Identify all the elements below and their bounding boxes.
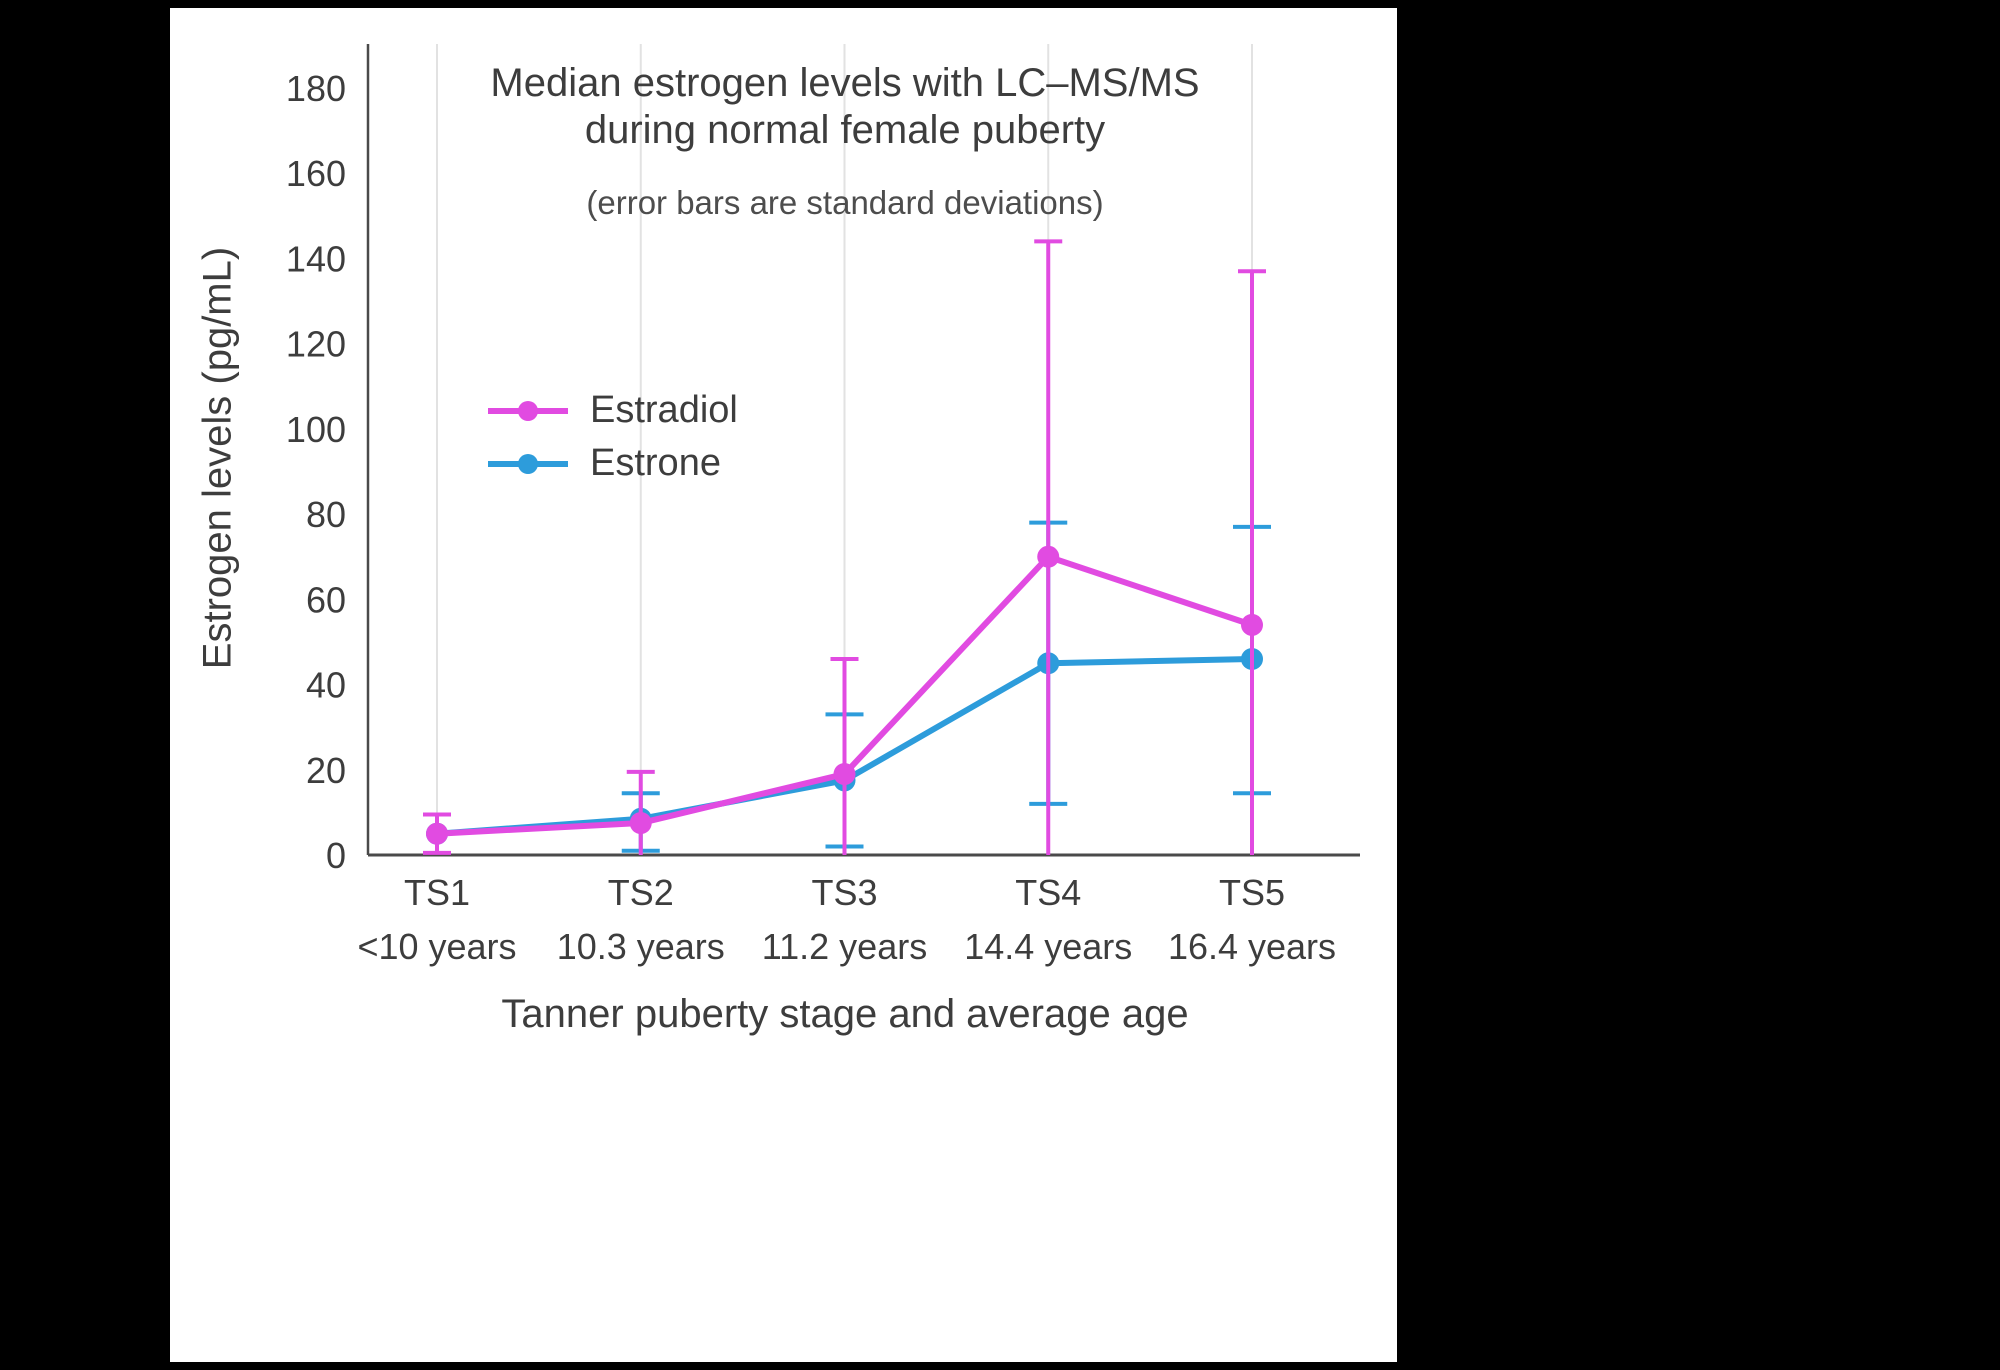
y-tick-label: 100 xyxy=(286,409,346,450)
x-tick-label: TS5 xyxy=(1219,872,1285,913)
y-tick-label: 140 xyxy=(286,238,346,279)
x-axis-label: Tanner puberty stage and average age xyxy=(501,992,1189,1036)
x-age-label: 11.2 years xyxy=(762,926,927,967)
chart-title: Median estrogen levels with LC–MS/MS dur… xyxy=(490,60,1199,154)
x-age-label: 10.3 years xyxy=(557,926,725,967)
estradiol-point-TS3 xyxy=(833,763,856,786)
y-tick-label: 0 xyxy=(326,835,346,876)
chart-canvas: 0 20 40 60 80 100 120 140 160 180 TS1 TS2 TS3 TS4 TS5 <… xyxy=(170,8,1397,1362)
legend-label-estradiol: Estradiol xyxy=(590,389,738,431)
y-tick-label: 160 xyxy=(286,153,346,194)
estradiol-point-TS5 xyxy=(1241,613,1263,636)
y-tick-label: 20 xyxy=(306,750,346,791)
estradiol-point-TS1 xyxy=(426,822,448,845)
x-tick-label: TS2 xyxy=(608,872,674,913)
x-tick-label: TS4 xyxy=(1015,872,1081,913)
x-age-label: 16.4 years xyxy=(1168,926,1336,967)
legend-item-estrone: Estrone xyxy=(488,437,738,490)
y-tick-label: 40 xyxy=(306,665,346,706)
y-axis-label: Estrogen levels (pg/mL) xyxy=(195,246,240,670)
chart-title-line1: Median estrogen levels with LC–MS/MS xyxy=(490,61,1200,105)
estradiol-legend-swatch-icon xyxy=(488,400,568,421)
y-tick-label: 60 xyxy=(306,579,346,620)
x-age-label: 14.4 years xyxy=(964,926,1132,967)
y-tick-label: 120 xyxy=(286,324,346,365)
estradiol-point-TS4 xyxy=(1037,545,1060,568)
x-age-label: <10 years xyxy=(357,926,516,967)
y-tick-label: 180 xyxy=(286,68,346,109)
legend-item-estradiol: Estradiol xyxy=(488,384,738,437)
chart-legend: Estradiol Estrone xyxy=(488,384,738,490)
estrone-legend-swatch-icon xyxy=(488,453,568,474)
x-tick-label: TS1 xyxy=(404,872,470,913)
chart-title-line2: during normal female puberty xyxy=(584,108,1106,152)
line-chart-plot: 0 20 40 60 80 100 120 140 160 180 TS1 TS2 TS3 TS4 TS5 <… xyxy=(286,44,1360,967)
chart-subtitle: (error bars are standard deviations) xyxy=(586,184,1104,221)
x-tick-label: TS3 xyxy=(811,872,877,913)
legend-label-estrone: Estrone xyxy=(590,442,721,484)
estradiol-point-TS2 xyxy=(629,812,652,835)
y-tick-label: 80 xyxy=(306,494,346,535)
